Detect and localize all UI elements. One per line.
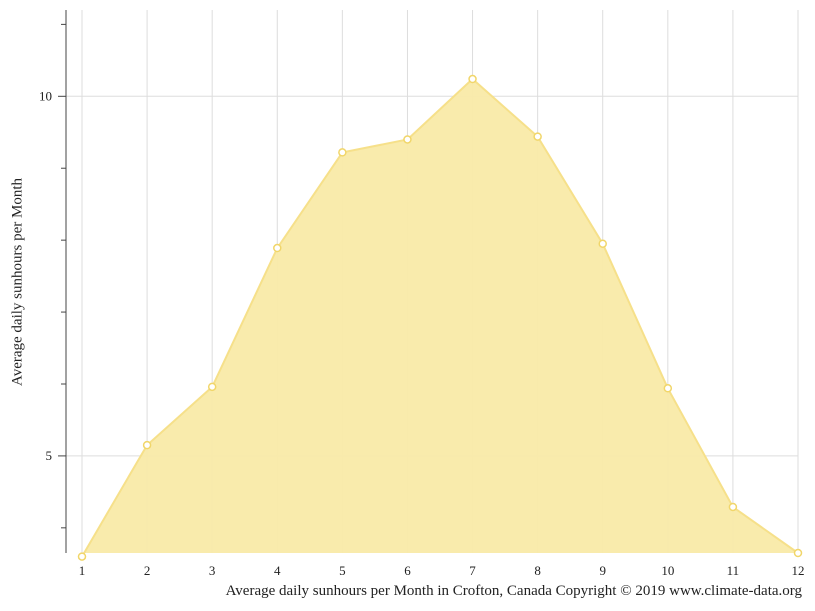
data-point	[403, 135, 412, 144]
y-axis-label: Average daily sunhours per Month	[9, 177, 26, 387]
data-point	[142, 440, 152, 450]
data-point	[468, 74, 477, 84]
y-tick-label: 5	[46, 448, 53, 463]
data-point	[273, 243, 282, 253]
data-point	[663, 384, 673, 393]
x-tick-label: 7	[469, 563, 476, 578]
x-tick-label: 5	[339, 563, 346, 578]
data-point	[77, 552, 87, 561]
data-point	[533, 132, 542, 141]
chart-caption: Average daily sunhours per Month in Crof…	[225, 583, 802, 599]
sunhours-line	[81, 77, 799, 558]
data-points	[77, 74, 803, 561]
data-point	[207, 382, 217, 392]
x-tick-label: 11	[727, 563, 740, 578]
data-point	[728, 502, 738, 512]
x-axis-ticks: 1 2 3 4 5 6 7 8 9 10 11 12	[79, 563, 805, 578]
sunhours-area	[82, 79, 798, 557]
x-tick-label: 9	[599, 563, 606, 578]
x-tick-label: 3	[209, 563, 216, 578]
x-tick-label: 4	[274, 563, 281, 578]
data-point	[793, 548, 803, 558]
x-tick-label: 1	[79, 563, 86, 578]
x-tick-label: 8	[534, 563, 541, 578]
x-tick-label: 6	[404, 563, 411, 578]
x-tick-label: 2	[144, 563, 151, 578]
x-tick-label: 10	[661, 563, 674, 578]
y-tick-label: 10	[39, 88, 52, 103]
x-tick-label: 12	[792, 563, 805, 578]
data-point	[338, 148, 347, 157]
y-axis-ticks: 5 10	[39, 23, 66, 529]
data-point	[598, 239, 607, 248]
